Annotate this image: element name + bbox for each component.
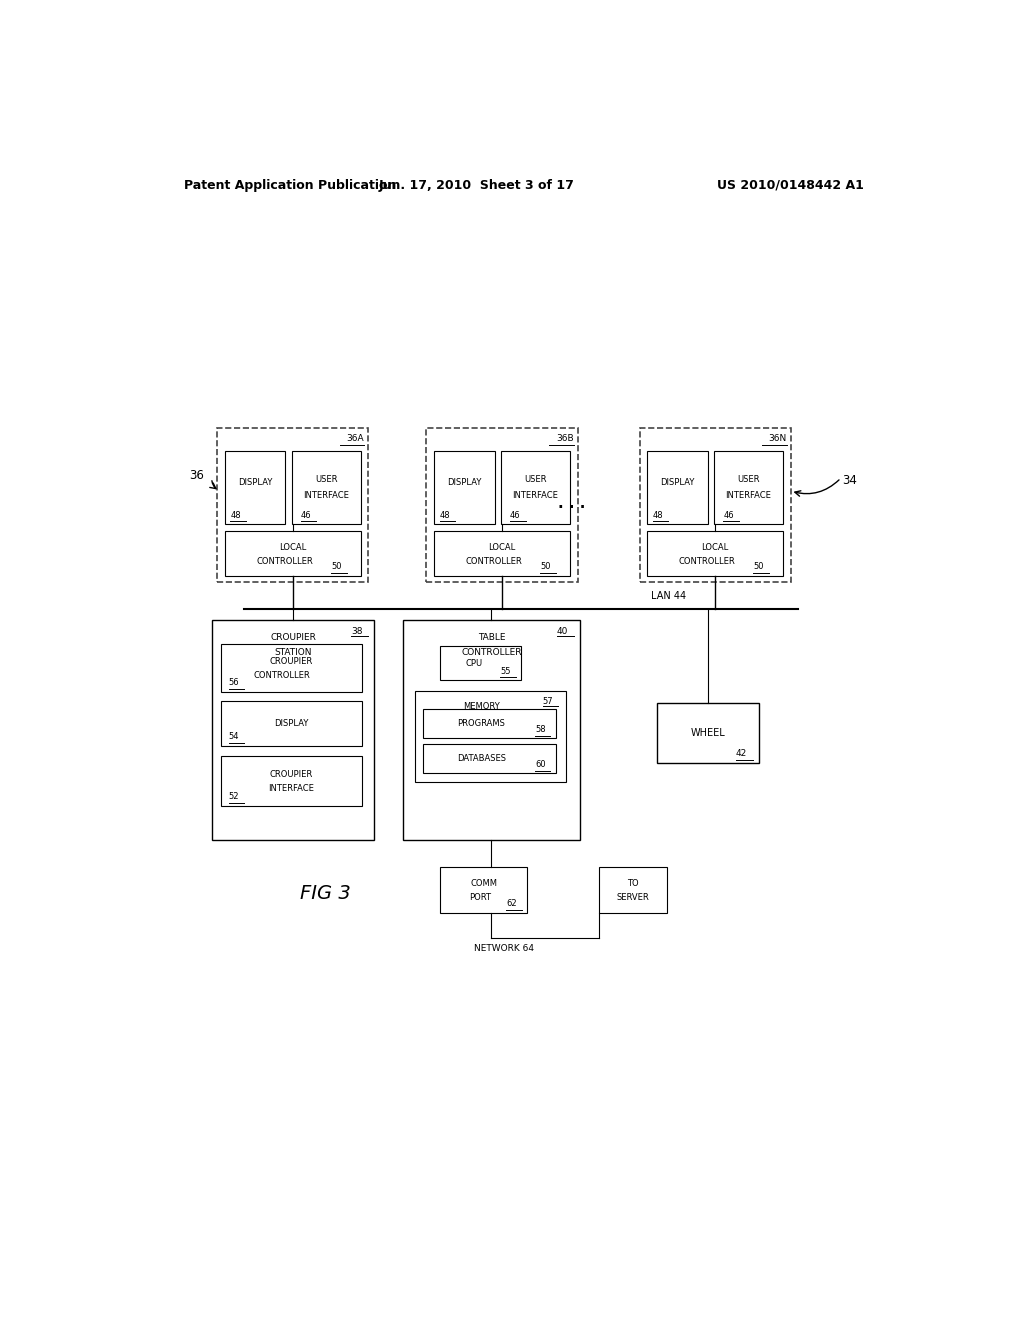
Text: DATABASES: DATABASES — [457, 754, 506, 763]
FancyBboxPatch shape — [440, 867, 527, 913]
FancyBboxPatch shape — [221, 701, 362, 746]
Text: 46: 46 — [723, 511, 734, 520]
Text: LOCAL: LOCAL — [488, 543, 515, 552]
FancyBboxPatch shape — [439, 645, 521, 681]
FancyBboxPatch shape — [292, 451, 360, 524]
Text: 52: 52 — [228, 792, 240, 801]
Text: FIG 3: FIG 3 — [300, 884, 351, 903]
Text: 48: 48 — [652, 511, 664, 520]
Text: DISPLAY: DISPLAY — [274, 719, 308, 729]
Text: CONTROLLER: CONTROLLER — [254, 672, 310, 680]
Text: CROUPIER: CROUPIER — [270, 657, 313, 667]
Text: 56: 56 — [228, 678, 240, 688]
Text: PROGRAMS: PROGRAMS — [458, 719, 505, 729]
Text: 36A: 36A — [347, 434, 365, 444]
Text: 62: 62 — [506, 899, 517, 908]
Text: INTERFACE: INTERFACE — [268, 784, 314, 793]
FancyBboxPatch shape — [221, 644, 362, 692]
FancyBboxPatch shape — [599, 867, 668, 913]
Text: CONTROLLER: CONTROLLER — [257, 557, 313, 565]
FancyBboxPatch shape — [640, 428, 791, 582]
FancyBboxPatch shape — [647, 531, 783, 576]
FancyBboxPatch shape — [647, 451, 708, 524]
Text: 50: 50 — [541, 562, 551, 572]
Text: 40: 40 — [557, 627, 568, 635]
Text: NETWORK 64: NETWORK 64 — [474, 944, 534, 953]
Text: DISPLAY: DISPLAY — [447, 478, 481, 487]
FancyBboxPatch shape — [403, 620, 580, 840]
FancyBboxPatch shape — [714, 451, 783, 524]
Text: INTERFACE: INTERFACE — [303, 491, 349, 500]
Text: TABLE: TABLE — [478, 632, 505, 642]
Text: LOCAL: LOCAL — [701, 543, 729, 552]
Text: CONTROLLER: CONTROLLER — [466, 557, 522, 565]
Text: INTERFACE: INTERFACE — [512, 491, 558, 500]
Text: DISPLAY: DISPLAY — [238, 478, 272, 487]
FancyBboxPatch shape — [225, 531, 360, 576]
Text: WHEEL: WHEEL — [690, 727, 725, 738]
FancyBboxPatch shape — [501, 451, 569, 524]
Text: 38: 38 — [351, 627, 362, 635]
Text: CPU: CPU — [466, 659, 482, 668]
Text: TO: TO — [628, 879, 639, 888]
Text: COMM: COMM — [470, 879, 498, 888]
Text: 48: 48 — [439, 511, 451, 520]
Text: 48: 48 — [230, 511, 241, 520]
FancyBboxPatch shape — [423, 743, 556, 774]
Text: LOCAL: LOCAL — [280, 543, 306, 552]
Text: 36N: 36N — [768, 434, 786, 444]
FancyBboxPatch shape — [221, 756, 362, 807]
Text: 50: 50 — [754, 562, 764, 572]
Text: 54: 54 — [228, 733, 240, 742]
FancyBboxPatch shape — [212, 620, 375, 840]
FancyBboxPatch shape — [217, 428, 369, 582]
Text: STATION: STATION — [274, 648, 312, 657]
Text: MEMORY: MEMORY — [463, 702, 500, 711]
Text: CROUPIER: CROUPIER — [270, 632, 316, 642]
Text: 46: 46 — [510, 511, 520, 520]
Text: 55: 55 — [500, 667, 511, 676]
Text: 57: 57 — [543, 697, 553, 706]
Text: USER: USER — [314, 475, 337, 484]
FancyBboxPatch shape — [656, 702, 759, 763]
Text: CROUPIER: CROUPIER — [270, 771, 313, 779]
Text: 50: 50 — [331, 562, 342, 572]
Text: Jun. 17, 2010  Sheet 3 of 17: Jun. 17, 2010 Sheet 3 of 17 — [379, 178, 574, 191]
FancyBboxPatch shape — [426, 428, 578, 582]
Text: USER: USER — [524, 475, 547, 484]
Text: 36B: 36B — [556, 434, 573, 444]
Text: 46: 46 — [301, 511, 311, 520]
Text: US 2010/0148442 A1: US 2010/0148442 A1 — [718, 178, 864, 191]
Text: 36: 36 — [189, 469, 204, 482]
FancyBboxPatch shape — [225, 451, 286, 524]
Text: 34: 34 — [843, 474, 857, 487]
Text: CONTROLLER: CONTROLLER — [679, 557, 735, 565]
Text: SERVER: SERVER — [616, 894, 649, 902]
Text: . . .: . . . — [558, 496, 585, 511]
Text: INTERFACE: INTERFACE — [725, 491, 771, 500]
Text: Patent Application Publication: Patent Application Publication — [183, 178, 396, 191]
Text: USER: USER — [737, 475, 760, 484]
FancyBboxPatch shape — [415, 692, 566, 781]
Text: PORT: PORT — [469, 894, 490, 902]
FancyBboxPatch shape — [434, 451, 495, 524]
Text: 42: 42 — [735, 750, 746, 758]
FancyBboxPatch shape — [423, 709, 556, 738]
FancyBboxPatch shape — [434, 531, 569, 576]
Text: 58: 58 — [535, 726, 546, 734]
Text: CONTROLLER: CONTROLLER — [461, 648, 521, 657]
Text: 60: 60 — [535, 760, 546, 770]
Text: DISPLAY: DISPLAY — [660, 478, 694, 487]
Text: LAN 44: LAN 44 — [651, 591, 686, 601]
